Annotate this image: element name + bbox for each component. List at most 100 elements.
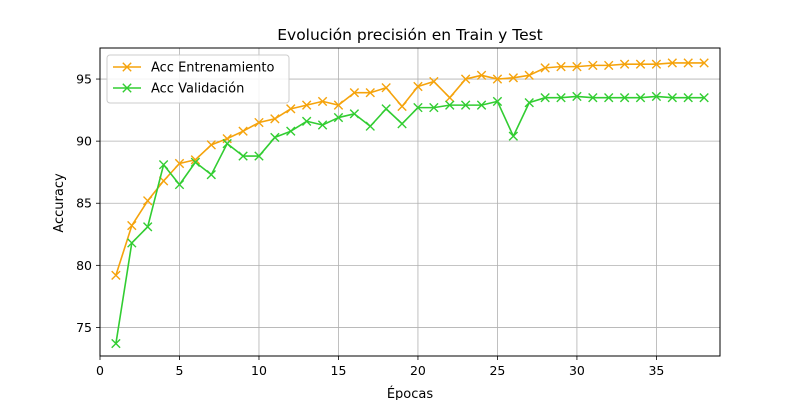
- data-point: [572, 61, 582, 72]
- data-point: [588, 60, 598, 71]
- x-tick-label: 30: [569, 363, 585, 378]
- data-point: [651, 91, 662, 102]
- data-point: [365, 121, 375, 131]
- data-point: [492, 74, 503, 84]
- data-point: [127, 220, 137, 231]
- data-point: [349, 88, 360, 98]
- data-point: [238, 151, 248, 161]
- series-train: [111, 58, 709, 280]
- data-point: [429, 76, 439, 87]
- x-tick-label: 5: [176, 363, 184, 378]
- data-point: [349, 109, 360, 119]
- data-point: [190, 155, 201, 165]
- legend-item: Acc Entrenamiento: [113, 61, 275, 76]
- series-line: [115, 62, 705, 276]
- data-point: [572, 91, 582, 102]
- data-point: [206, 169, 216, 180]
- legend-label: Acc Entrenamiento: [151, 61, 275, 76]
- plot-frame: [99, 47, 721, 357]
- data-point: [238, 126, 248, 136]
- data-point: [492, 96, 503, 107]
- data-point: [683, 58, 693, 68]
- data-point: [508, 131, 519, 141]
- data-point: [604, 60, 614, 71]
- data-point: [651, 59, 662, 69]
- data-point: [524, 97, 534, 108]
- x-tick-label: 15: [331, 363, 347, 378]
- data-point: [174, 158, 185, 169]
- data-point: [111, 338, 121, 349]
- data-point: [174, 179, 185, 190]
- data-point: [635, 59, 646, 69]
- data-point: [445, 100, 455, 110]
- data-point: [413, 102, 423, 113]
- data-point: [445, 92, 455, 103]
- y-tick-label: 85: [76, 196, 92, 211]
- y-tick-label: 80: [76, 258, 92, 273]
- data-point: [667, 92, 678, 103]
- y-axis-label: Accuracy: [52, 173, 67, 233]
- data-point: [222, 138, 232, 149]
- data-point: [476, 70, 487, 81]
- data-point: [604, 92, 614, 103]
- data-point: [365, 88, 375, 98]
- data-point: [667, 58, 678, 68]
- data-point: [556, 61, 566, 72]
- legend: Acc Entrenamiento Acc Validación: [106, 54, 290, 104]
- data-point: [301, 100, 312, 110]
- data-point: [333, 100, 344, 110]
- legend-box: [106, 54, 290, 104]
- chart-title: Evolución precisión en Train y Test: [277, 26, 543, 44]
- data-point: [508, 73, 519, 83]
- data-point: [699, 92, 709, 103]
- y-tick-label: 95: [76, 72, 92, 87]
- data-point: [206, 140, 216, 150]
- data-point: [190, 157, 201, 167]
- data-point: [142, 222, 153, 232]
- data-point: [317, 96, 328, 107]
- data-point: [254, 117, 264, 128]
- data-point: [460, 74, 471, 84]
- legend-entries: Acc Entrenamiento Acc Validación: [113, 61, 275, 97]
- data-point: [381, 83, 391, 93]
- data-point: [270, 114, 280, 124]
- x-tick-label: 20: [410, 363, 426, 378]
- data-point: [699, 58, 709, 68]
- data-point: [540, 92, 550, 103]
- data-point: [301, 116, 312, 126]
- data-point: [540, 63, 550, 73]
- x-tick-label: 35: [648, 363, 664, 378]
- data-point: [142, 196, 153, 206]
- legend-label: Acc Validación: [151, 82, 244, 97]
- data-point: [524, 70, 534, 81]
- series-layer: [111, 58, 709, 349]
- data-point: [397, 119, 407, 129]
- data-point: [111, 270, 121, 280]
- data-point: [556, 92, 566, 103]
- data-point: [270, 132, 280, 143]
- data-point: [460, 100, 471, 110]
- data-point: [476, 100, 487, 110]
- x-tick-label: 10: [251, 363, 267, 378]
- data-point: [333, 112, 344, 123]
- data-point: [683, 92, 693, 103]
- x-tick-label: 25: [489, 363, 505, 378]
- data-point: [619, 92, 630, 103]
- legend-item: Acc Validación: [113, 82, 244, 97]
- x-tick-label: 0: [96, 363, 104, 378]
- data-point: [635, 92, 646, 103]
- data-point: [317, 120, 328, 130]
- data-point: [429, 102, 439, 113]
- data-point: [619, 59, 630, 69]
- series-validation: [111, 91, 709, 349]
- data-point: [127, 238, 137, 248]
- data-point: [254, 151, 264, 161]
- tick-layer: 0 5 10 15 20 25 30 35 75 80 85 90 95: [76, 72, 664, 378]
- data-point: [588, 92, 598, 103]
- data-point: [381, 104, 391, 114]
- data-point: [286, 104, 296, 114]
- legend-marker: [122, 62, 132, 72]
- data-point: [413, 81, 423, 92]
- data-point: [397, 101, 407, 112]
